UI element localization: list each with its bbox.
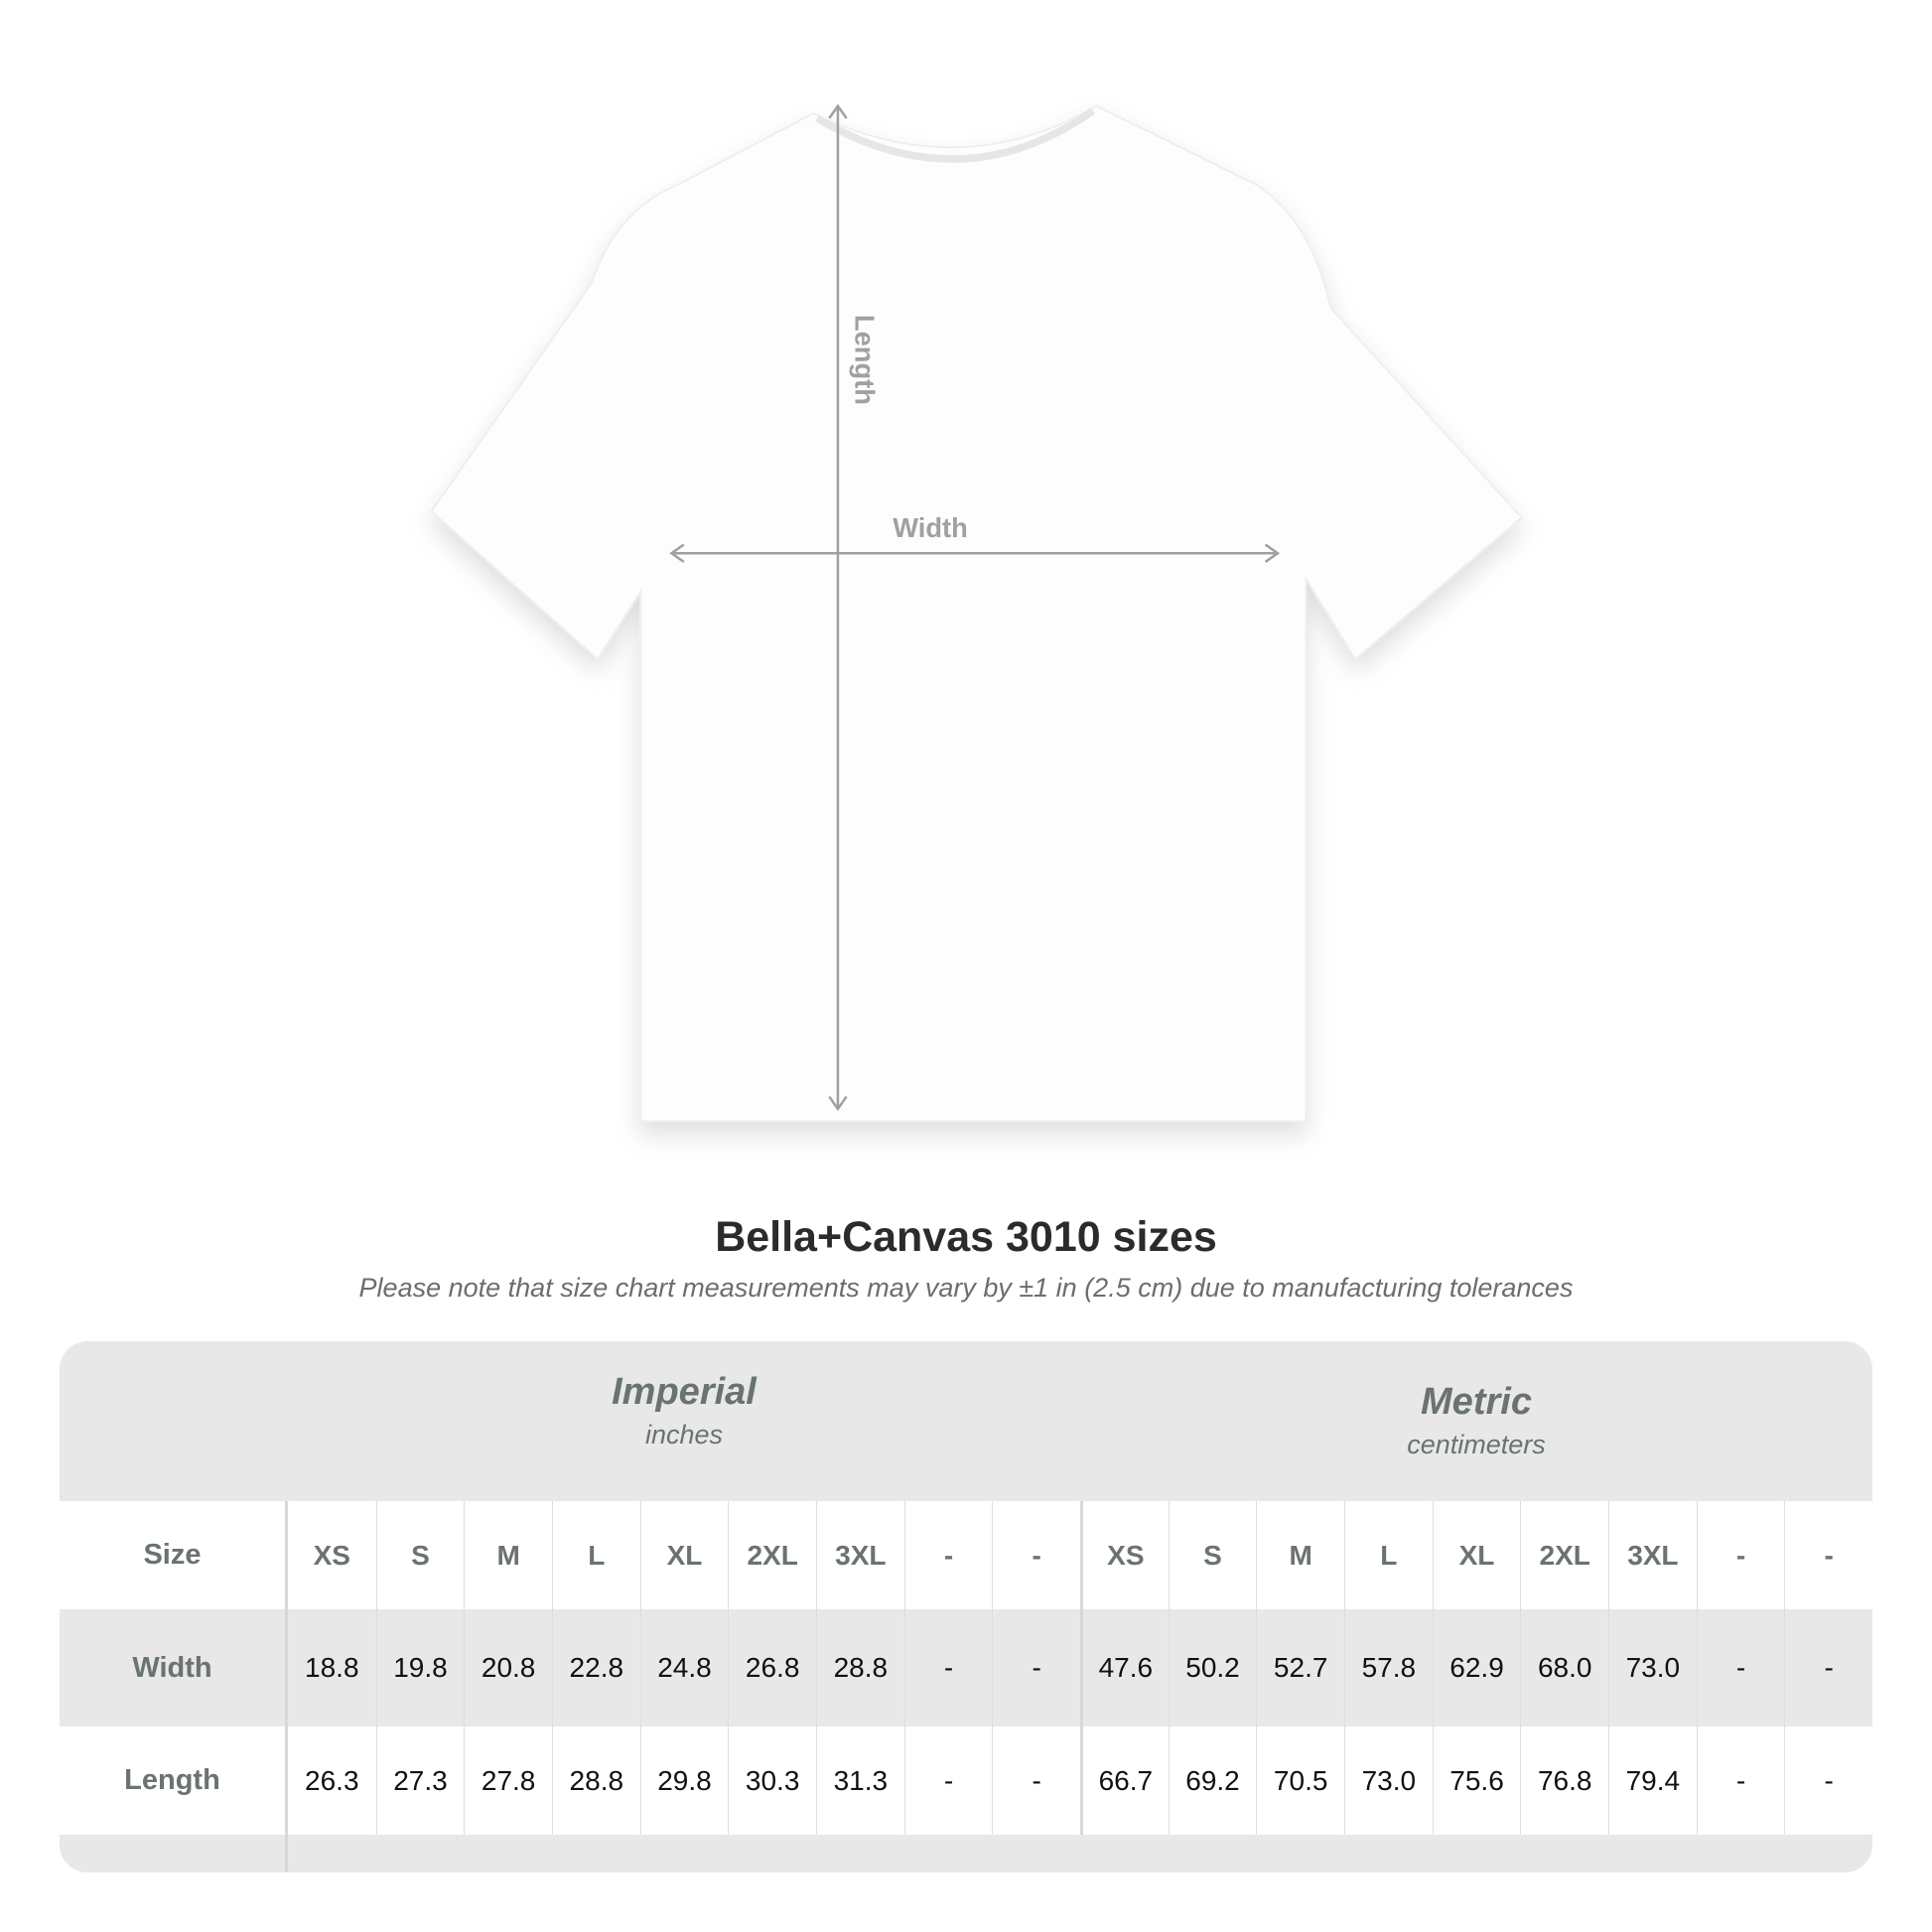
tolerance-note: Please note that size chart measurements… — [358, 1273, 1574, 1303]
imperial-cell: 27.8 — [464, 1726, 552, 1835]
imperial-cell: - — [903, 1609, 993, 1726]
metric-cell: - — [1784, 1609, 1872, 1726]
metric-cell: - — [1696, 1501, 1785, 1609]
metric-cell: 50.2 — [1168, 1609, 1257, 1726]
imperial-cell: XL — [639, 1501, 729, 1609]
imperial-cell: 18.8 — [305, 1652, 359, 1683]
metric-header: Metric centimeters — [1080, 1381, 1872, 1541]
row-label: Size — [60, 1501, 288, 1609]
imperial-cell: - — [992, 1609, 1080, 1726]
metric-cell: 66.7 — [1080, 1726, 1169, 1835]
metric-unit: centimeters — [1407, 1430, 1546, 1459]
metric-cell: 76.8 — [1520, 1726, 1608, 1835]
metric-cell: 3XL — [1608, 1501, 1697, 1609]
width-arrow — [669, 543, 1281, 563]
metric-cell: 73.0 — [1344, 1726, 1433, 1835]
imperial-unit: inches — [644, 1420, 724, 1449]
width-label: Width — [893, 512, 968, 543]
row-label: Width — [60, 1609, 288, 1726]
metric-cell: 52.7 — [1256, 1609, 1344, 1726]
imperial-cell: 20.8 — [464, 1609, 552, 1726]
metric-cell: M — [1256, 1501, 1344, 1609]
metric-cell: 47.6 — [1080, 1609, 1169, 1726]
metric-cell: XS — [1080, 1501, 1169, 1609]
collar — [814, 107, 1095, 163]
imperial-cell: 28.8 — [551, 1726, 640, 1835]
imperial-cell: 2XL — [728, 1501, 816, 1609]
imperial-cell: XS — [313, 1539, 350, 1571]
imperial-cell: 26.3 — [305, 1764, 359, 1796]
imperial-cell: M — [464, 1501, 552, 1609]
imperial-title: Imperial — [612, 1371, 757, 1413]
metric-cell: - — [1696, 1726, 1785, 1835]
imperial-cell: - — [903, 1501, 993, 1609]
table-row-size: Size XS S M L XL 2XL 3XL - - XS S M L XL 2XL 3XL - - — [60, 1501, 1872, 1609]
metric-cell: XL — [1432, 1501, 1521, 1609]
imperial-cell: 19.8 — [375, 1609, 465, 1726]
footer-label-cell — [60, 1835, 288, 1872]
length-label: Length — [849, 315, 880, 405]
tshirt-shape — [430, 104, 1524, 1123]
imperial-cell: 22.8 — [551, 1609, 640, 1726]
metric-cell: 73.0 — [1608, 1609, 1697, 1726]
metric-cell: 62.9 — [1432, 1609, 1521, 1726]
table-row-width: Width 18.8 19.8 20.8 22.8 24.8 26.8 28.8- -47.6 5… — [60, 1609, 1872, 1726]
imperial-cell: 28.8 — [815, 1609, 904, 1726]
table-footer-row — [60, 1835, 1872, 1872]
metric-title: Metric — [1421, 1381, 1532, 1423]
page-title: Bella+Canvas 3010 sizes — [715, 1213, 1217, 1261]
size-table: Imperial inches Metric centimeters Size X… — [60, 1341, 1872, 1872]
metric-cell: 57.8 — [1344, 1609, 1433, 1726]
imperial-header: Imperial inches — [288, 1371, 1080, 1531]
imperial-cell: - — [992, 1726, 1080, 1835]
table-row-length: Length 26.3 27.3 27.8 28.8 29.8 30.3 31.3- -66.7… — [60, 1726, 1872, 1835]
imperial-cell: - — [992, 1501, 1080, 1609]
imperial-cell: 29.8 — [639, 1726, 729, 1835]
metric-cell: L — [1344, 1501, 1433, 1609]
imperial-cell: 24.8 — [639, 1609, 729, 1726]
imperial-cell: 27.3 — [375, 1726, 465, 1835]
imperial-cell: 31.3 — [815, 1726, 904, 1835]
metric-cell: - — [1784, 1501, 1872, 1609]
metric-cell: 79.4 — [1608, 1726, 1697, 1835]
metric-cell: S — [1168, 1501, 1257, 1609]
length-arrow — [828, 103, 848, 1112]
metric-cell: 2XL — [1520, 1501, 1608, 1609]
metric-cell: 75.6 — [1432, 1726, 1521, 1835]
imperial-cell: S — [375, 1501, 465, 1609]
imperial-cell: 3XL — [815, 1501, 904, 1609]
imperial-cell: 26.8 — [728, 1609, 816, 1726]
imperial-cell: - — [903, 1726, 993, 1835]
imperial-cell: 30.3 — [728, 1726, 816, 1835]
metric-cell: - — [1784, 1726, 1872, 1835]
row-label: Length — [60, 1726, 288, 1835]
metric-cell: 69.2 — [1168, 1726, 1257, 1835]
metric-cell: - — [1696, 1609, 1785, 1726]
imperial-cell: L — [551, 1501, 640, 1609]
metric-cell: 68.0 — [1520, 1609, 1608, 1726]
metric-cell: 70.5 — [1256, 1726, 1344, 1835]
